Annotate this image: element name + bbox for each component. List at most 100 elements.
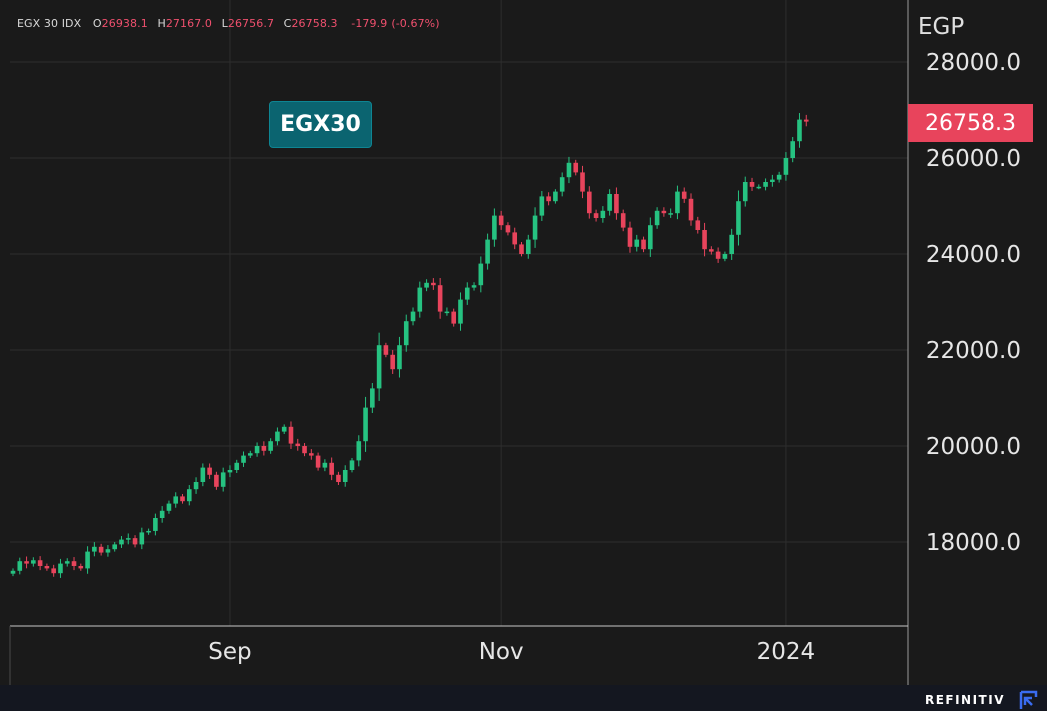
candle-body xyxy=(607,194,612,211)
candle-body xyxy=(281,426,287,432)
refinitiv-logo-icon xyxy=(1019,690,1038,709)
candle-body xyxy=(505,225,511,233)
candle-body xyxy=(227,470,233,473)
candle-body xyxy=(370,388,375,408)
candle-body xyxy=(207,467,212,475)
candle-body xyxy=(790,141,795,158)
candle-body xyxy=(512,232,518,245)
candle-body xyxy=(634,239,640,247)
candle-body xyxy=(444,311,450,314)
high-value: 27167.0 xyxy=(165,17,213,30)
brand-label: REFINITIV xyxy=(924,693,1005,707)
candle-body xyxy=(295,443,301,446)
candle-body xyxy=(688,198,694,221)
candle-body xyxy=(519,244,524,254)
candle-body xyxy=(342,470,348,482)
ohlc-legend: EGX 30 IDX O26938.1 H27167.0 L26756.7 C2… xyxy=(17,17,440,30)
chart-frame: 18000.0 20000.0 22000.0 24000.0 26000.0 28000… xyxy=(0,0,1047,685)
y-tick-label: 26000.0 xyxy=(926,146,1021,172)
candle-body xyxy=(580,172,585,192)
candle-body xyxy=(729,234,734,254)
candle-body xyxy=(105,549,111,553)
candle-body xyxy=(376,345,382,389)
candle-body xyxy=(153,518,158,531)
candle-body xyxy=(736,201,741,235)
candle-body xyxy=(770,179,775,182)
candle-body xyxy=(451,311,456,324)
candle-body xyxy=(620,213,626,228)
candle-body xyxy=(309,453,314,456)
candle-body xyxy=(132,538,138,545)
candle-body xyxy=(275,431,280,442)
y-tick-label: 18000.0 xyxy=(926,530,1021,556)
candle-body xyxy=(478,263,484,286)
candle-body xyxy=(661,210,667,214)
high-key: H xyxy=(157,17,166,30)
index-badge: EGX30 xyxy=(269,101,372,148)
y-tick-label: 24000.0 xyxy=(926,242,1021,268)
candle-body xyxy=(254,446,260,454)
candle-body xyxy=(24,561,29,564)
candle-body xyxy=(681,191,687,199)
candle-body xyxy=(498,215,504,226)
candle-body xyxy=(336,474,341,482)
candle-body xyxy=(410,311,416,322)
candle-body xyxy=(464,287,470,300)
candle-body xyxy=(742,182,748,202)
candle-body xyxy=(715,251,721,259)
candle-body xyxy=(248,453,253,456)
open-value: 26938.1 xyxy=(101,17,148,30)
candle-body xyxy=(627,227,633,247)
candle-body xyxy=(492,215,497,240)
candle-body xyxy=(10,570,16,574)
candle-body xyxy=(200,467,206,482)
candle-body xyxy=(125,538,131,540)
candle-body xyxy=(797,119,802,142)
footer-bar: REFINITIV xyxy=(0,685,1047,711)
candle-body xyxy=(763,182,768,187)
candle-body xyxy=(573,162,579,173)
candle-body xyxy=(85,551,90,569)
candles xyxy=(10,113,809,578)
candle-body xyxy=(648,225,653,250)
low-key: L xyxy=(221,17,228,30)
candlestick-chart[interactable]: 18000.0 20000.0 22000.0 24000.0 26000.0 28000… xyxy=(0,0,1047,685)
candle-body xyxy=(641,239,646,250)
candle-body xyxy=(71,561,77,566)
candle-body xyxy=(322,462,328,468)
candle-body xyxy=(261,446,267,451)
candle-body xyxy=(31,560,36,564)
y-tick-label: 22000.0 xyxy=(926,338,1021,364)
candle-body xyxy=(695,220,701,230)
candle-body xyxy=(329,462,334,475)
candle-body xyxy=(397,345,402,370)
last-price-tag: 26758.3 xyxy=(908,104,1033,142)
candle-body xyxy=(546,196,551,202)
candle-body xyxy=(173,496,179,504)
candle-body xyxy=(566,162,572,178)
candle-body xyxy=(268,441,273,451)
candle-body xyxy=(431,282,436,286)
candle-body xyxy=(403,321,409,346)
candle-body xyxy=(112,544,117,550)
y-tick-label: 28000.0 xyxy=(926,50,1021,76)
y-tick-label: 20000.0 xyxy=(926,434,1021,460)
candle-body xyxy=(166,503,172,511)
candle-body xyxy=(383,345,389,355)
candle-body xyxy=(146,530,151,533)
candle-body xyxy=(92,546,97,552)
candle-body xyxy=(532,215,538,240)
candle-body xyxy=(559,177,565,192)
candle-body xyxy=(78,566,84,569)
candle-body xyxy=(668,213,673,215)
candle-body xyxy=(64,561,70,564)
candle-body xyxy=(363,407,368,442)
candle-body xyxy=(417,287,423,312)
grid-lines xyxy=(10,0,908,626)
candle-body xyxy=(356,441,362,461)
candle-body xyxy=(119,539,124,545)
candle-body xyxy=(783,158,789,175)
x-axis-ticks: Sep Nov 2024 xyxy=(208,639,815,665)
close-value: 26758.3 xyxy=(291,17,338,30)
candle-body xyxy=(44,566,50,569)
